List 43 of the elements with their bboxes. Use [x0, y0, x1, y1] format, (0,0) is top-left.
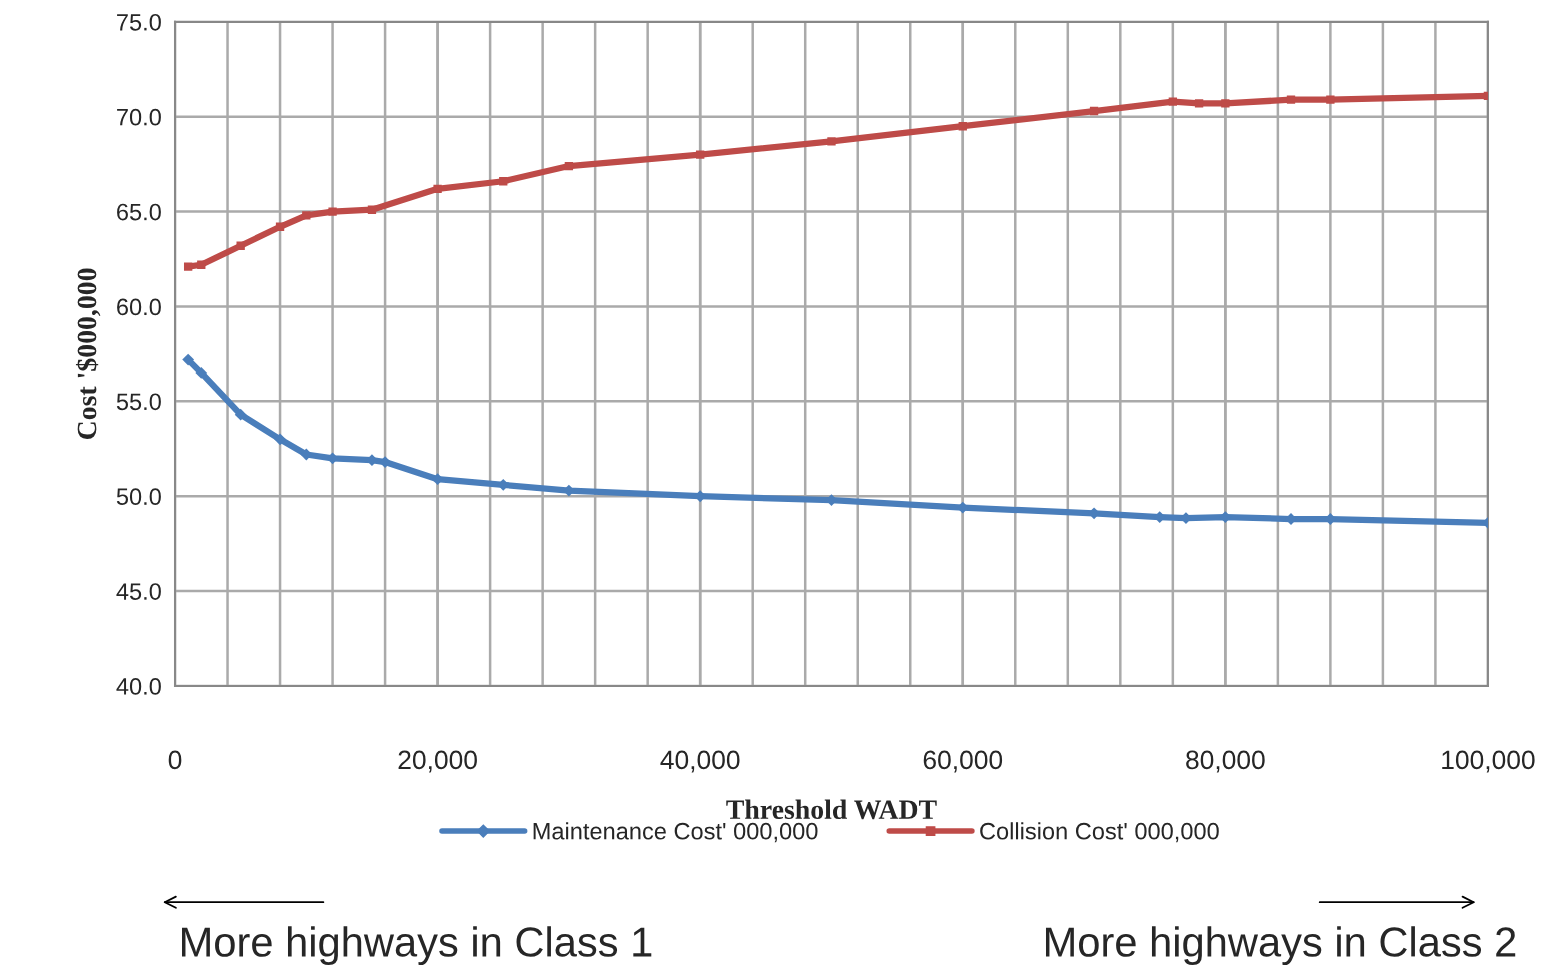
point	[274, 433, 286, 446]
point	[1326, 95, 1335, 104]
point	[328, 207, 337, 216]
x-tick-label: 0	[168, 750, 182, 770]
legend-label: Collision Cost' 000,000	[980, 822, 1219, 843]
point	[275, 222, 285, 231]
point	[236, 241, 245, 250]
point	[302, 211, 311, 220]
y-tick-label: 65.0	[117, 203, 161, 221]
point	[1286, 95, 1296, 104]
text: More highways in Class 1	[182, 926, 652, 966]
text: More highways in Class 2	[1045, 926, 1516, 966]
point	[1221, 99, 1230, 108]
point	[1089, 106, 1099, 116]
point	[367, 205, 377, 214]
point	[696, 150, 705, 159]
y-tick-label: 45.0	[116, 583, 161, 600]
point	[827, 137, 836, 146]
y-tick-label: 75.0	[117, 13, 161, 31]
point	[958, 122, 967, 131]
point	[234, 408, 247, 421]
point	[183, 262, 193, 271]
point	[197, 260, 206, 269]
y-tick-label: 60.0	[117, 298, 161, 316]
point	[564, 161, 574, 171]
x-axis-title: Threshold WADT	[726, 799, 937, 820]
x-tick-label: 20,000	[398, 750, 477, 773]
y-tick-label: 50.0	[116, 488, 161, 506]
point	[433, 184, 442, 193]
y-tick-label: 55.0	[116, 393, 161, 411]
point	[1168, 97, 1177, 106]
x-tick-label: 80,000	[1186, 750, 1265, 773]
point	[1194, 99, 1204, 108]
point	[499, 177, 508, 186]
legend-label: Maintenance Cost' 000,000	[533, 822, 818, 843]
point	[182, 353, 195, 366]
y-tick-label: 70.0	[117, 108, 161, 126]
x-tick-label: 40,000	[660, 750, 740, 773]
x-tick-label: 100,000	[1442, 750, 1535, 773]
y-axis-title: Cost '$000,000	[75, 268, 101, 439]
point	[195, 367, 208, 379]
x-tick-label: 60,000	[923, 750, 1003, 773]
y-tick-label: 40.0	[116, 678, 161, 695]
